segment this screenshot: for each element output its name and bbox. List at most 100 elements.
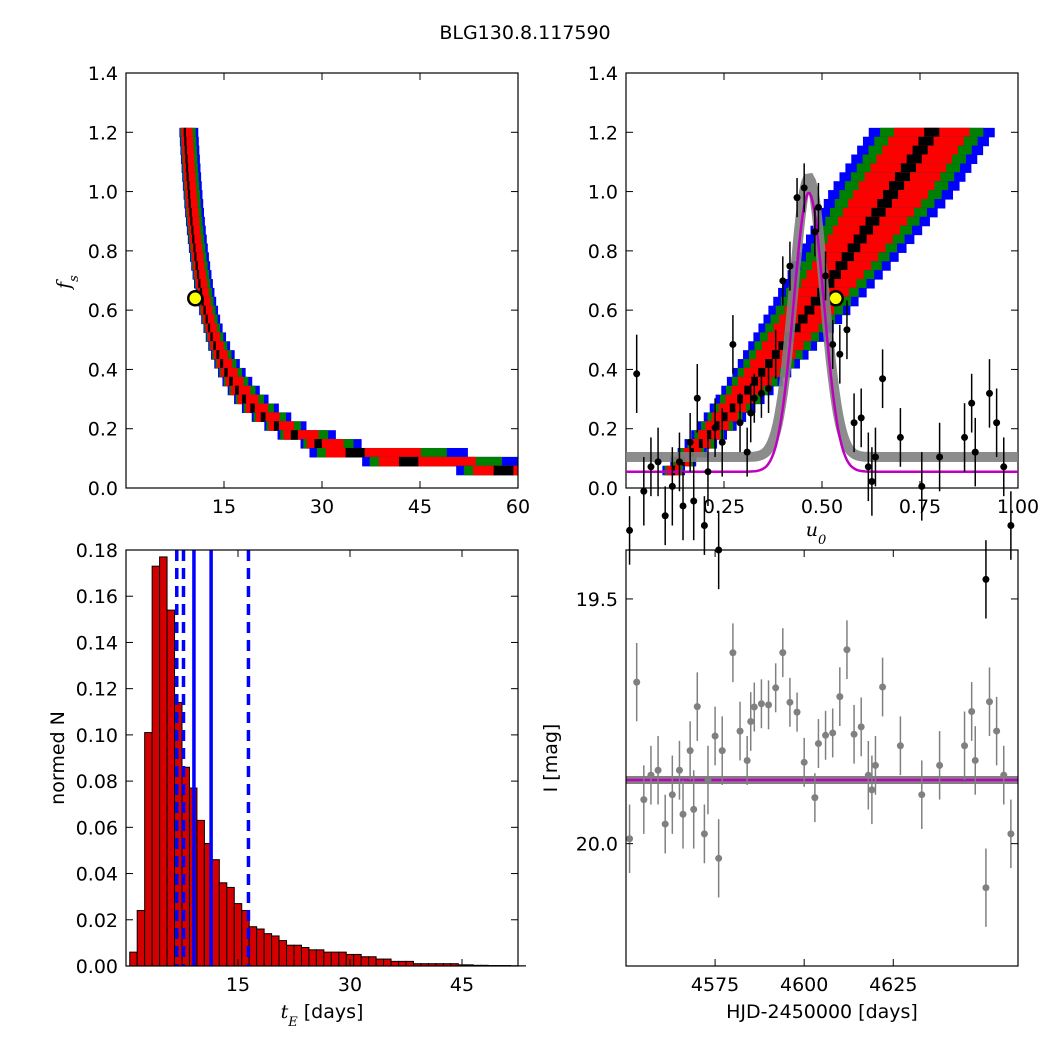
confidence-cell	[847, 243, 861, 253]
data-point	[811, 228, 819, 236]
data-point	[936, 453, 944, 461]
confidence-cell	[191, 252, 204, 262]
data-point	[961, 433, 969, 441]
data-point	[736, 419, 744, 427]
confidence-cell	[835, 261, 848, 271]
axis-label-subscript: s	[67, 275, 82, 282]
confidence-cell	[216, 359, 233, 369]
x-axis-label: HJD-2450000 [days]	[726, 1001, 918, 1023]
confidence-cell	[231, 385, 251, 396]
best-fit-marker	[827, 290, 844, 307]
residual-point	[896, 742, 904, 750]
data-point	[800, 184, 808, 192]
histogram-bar	[293, 944, 302, 967]
y-tick-label: 0.0	[588, 478, 618, 500]
y-tick-label: 1.4	[588, 63, 618, 85]
y-tick-label: 0.04	[76, 864, 118, 886]
confidence-cell	[906, 154, 922, 165]
residual-point	[711, 732, 719, 740]
histogram-bar	[398, 960, 407, 967]
data-point	[711, 424, 719, 432]
data-point	[704, 468, 712, 476]
residual-point	[686, 747, 694, 755]
confidence-cell	[765, 359, 773, 369]
confidence-cell	[859, 225, 874, 236]
residual-point	[647, 771, 655, 779]
confidence-cell	[205, 323, 217, 333]
confidence-cell	[345, 447, 365, 458]
residual-point	[747, 717, 755, 725]
data-point	[857, 414, 865, 422]
confidence-cell	[398, 456, 419, 467]
confidence-cell	[181, 136, 194, 147]
residual-point	[668, 791, 676, 799]
residual-point	[679, 810, 687, 818]
residual-point	[864, 771, 872, 779]
confidence-cell	[183, 127, 186, 138]
residual-point	[985, 698, 993, 706]
confidence-cell	[196, 270, 200, 280]
confidence-cell	[184, 145, 188, 156]
confidence-cell	[883, 190, 899, 200]
residual-point	[718, 747, 726, 755]
x-tick-label: 1.00	[997, 496, 1039, 518]
residual-point	[829, 729, 837, 737]
histogram-bar	[196, 819, 205, 967]
residual-point	[690, 805, 698, 813]
confidence-cell	[185, 154, 188, 165]
confidence-cell	[184, 172, 196, 182]
confidence-cell	[841, 252, 854, 262]
y-tick-label: 19.5	[576, 589, 618, 611]
residual-point	[993, 727, 1001, 735]
data-point	[633, 370, 641, 378]
histogram-bar	[278, 940, 288, 967]
data-point	[864, 463, 872, 471]
residual-point	[793, 708, 801, 716]
model-band	[626, 172, 1018, 462]
confidence-cell	[197, 287, 209, 298]
data-point	[718, 438, 726, 446]
residual-point	[661, 820, 669, 828]
confidence-cell	[186, 198, 198, 209]
confidence-cell	[195, 279, 208, 289]
confidence-cell	[290, 430, 298, 440]
histogram-bar	[405, 960, 414, 967]
confidence-cell	[187, 216, 200, 227]
histogram-bar	[338, 951, 347, 967]
histogram-bar	[233, 903, 243, 967]
plot-frame	[125, 72, 519, 489]
data-point	[836, 350, 844, 358]
figure-title: BLG130.8.117590	[439, 22, 611, 44]
confidence-cell	[273, 421, 280, 431]
y-tick-label: 0.0	[88, 478, 118, 500]
data-point	[843, 326, 851, 334]
confidence-cell	[185, 163, 189, 173]
axis-label-unit: [days]	[298, 1001, 364, 1023]
fs-vs-tE-panel: 15 30 45 60 0.0 0.2 0.4 0.6 0.8 1.0 1.2 1.4 fs	[53, 63, 530, 518]
y-tick-label: 0.02	[76, 910, 118, 932]
data-point	[822, 272, 830, 280]
confidence-cell	[918, 136, 934, 147]
residual-point	[971, 756, 979, 764]
data-point	[686, 438, 694, 446]
data-point	[814, 203, 822, 211]
residual-point	[779, 649, 787, 657]
confidence-cell	[250, 403, 255, 414]
residual-point	[843, 646, 851, 654]
y-tick-label: 0.8	[588, 241, 618, 263]
residual-point	[836, 693, 844, 701]
confidence-cell	[229, 376, 233, 387]
residual-point	[936, 761, 944, 769]
residual-point	[743, 757, 751, 765]
x-axis-label: u0	[806, 519, 827, 548]
confidence-cell	[213, 350, 228, 360]
confidence-cell	[210, 341, 224, 351]
confidence-cell	[314, 439, 322, 449]
histogram-bar	[226, 886, 235, 967]
y-tick-label: 0.08	[76, 771, 118, 793]
data-point	[793, 194, 801, 202]
data-point	[850, 419, 858, 427]
confidence-cell	[192, 234, 195, 245]
histogram-bar	[166, 609, 176, 967]
residual-point	[1007, 830, 1015, 838]
